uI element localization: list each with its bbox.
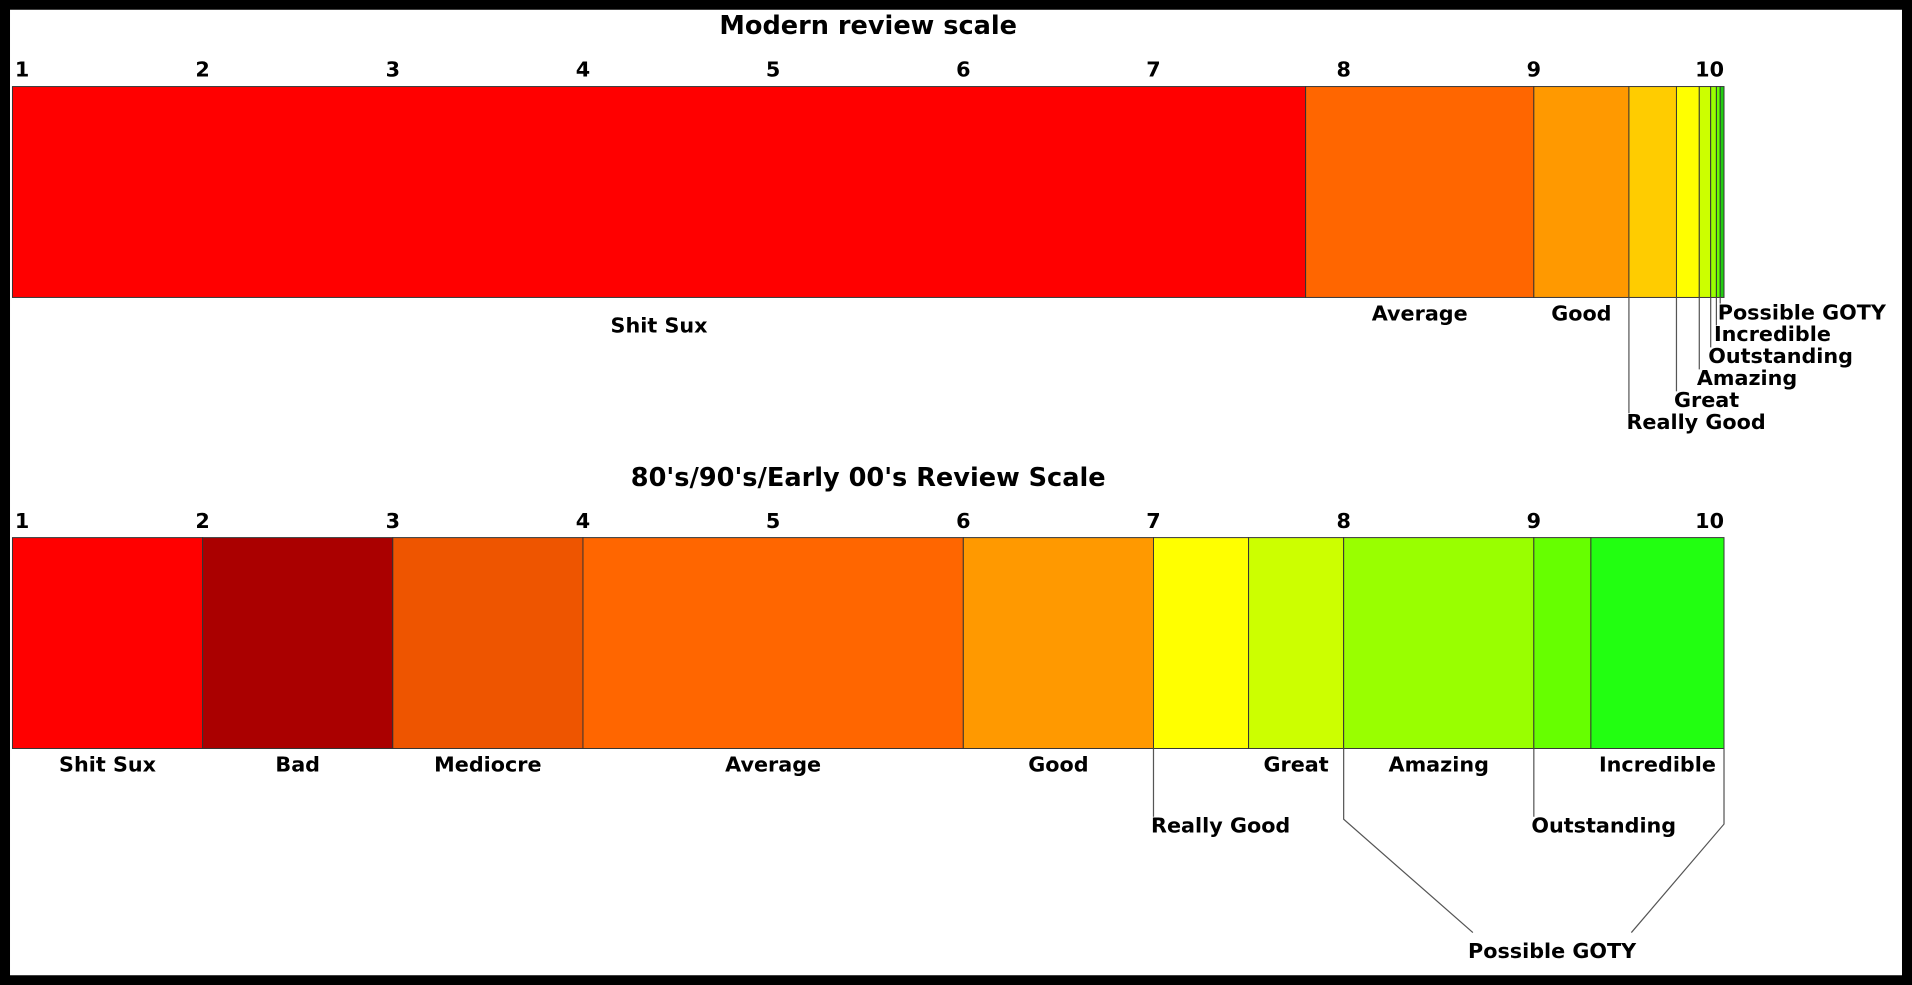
segment (1305, 86, 1535, 298)
segment-label: Amazing (1389, 753, 1489, 777)
x-tick-label: 9 (1527, 509, 1541, 533)
segment-label: Possible GOTY (1718, 300, 1887, 324)
x-tick-label: 6 (956, 509, 970, 533)
segment (1590, 537, 1725, 749)
segment (202, 537, 394, 749)
segment-label: Average (1372, 302, 1468, 326)
annotation: Possible GOTY (1468, 939, 1637, 963)
x-tick-label: 4 (576, 509, 590, 533)
chart-title: Modern review scale (719, 11, 1017, 41)
bracket (1630, 748, 1725, 933)
segment-label: Incredible (1714, 322, 1831, 346)
segment-label: Outstanding (1531, 814, 1676, 838)
segment-label: Shit Sux (611, 314, 709, 338)
x-tick-label: 5 (766, 58, 780, 82)
segment (1153, 537, 1250, 749)
segment-label: Mediocre (434, 753, 541, 777)
segment (1675, 86, 1700, 298)
segment-label: Shit Sux (59, 753, 157, 777)
segment (392, 537, 584, 749)
x-tick-label: 9 (1527, 58, 1541, 82)
chart-title: 80's/90's/Early 00's Review Scale (631, 463, 1106, 493)
segment (1698, 86, 1712, 298)
segment (1533, 86, 1630, 298)
segment-label: Great (1674, 388, 1739, 412)
segment-label: Incredible (1599, 753, 1716, 777)
x-tick-label: 8 (1336, 509, 1350, 533)
x-tick-label: 10 (1695, 509, 1724, 533)
x-tick-label: 3 (386, 58, 400, 82)
segment (1719, 86, 1725, 298)
bracket (1343, 748, 1474, 934)
segment-label: Average (725, 753, 821, 777)
segment-label: Really Good (1151, 814, 1290, 838)
segment (1710, 86, 1717, 298)
x-tick-label: 10 (1695, 58, 1724, 82)
x-tick-label: 1 (15, 58, 29, 82)
x-tick-label: 7 (1146, 58, 1160, 82)
x-tick-label: 3 (386, 509, 400, 533)
segment-label: Great (1264, 753, 1329, 777)
segment (1533, 537, 1592, 749)
segment (1248, 537, 1345, 749)
segment-label: Amazing (1697, 366, 1797, 390)
segment-label: Really Good (1626, 410, 1765, 434)
x-tick-label: 8 (1336, 58, 1350, 82)
x-tick-label: 2 (195, 58, 209, 82)
segment-label: Good (1551, 302, 1611, 326)
x-tick-label: 7 (1146, 509, 1160, 533)
segment (582, 537, 964, 749)
x-tick-label: 2 (195, 509, 209, 533)
segment-label: Good (1028, 753, 1088, 777)
segment-label: Outstanding (1708, 344, 1853, 368)
x-tick-label: 6 (956, 58, 970, 82)
x-tick-label: 4 (576, 58, 590, 82)
segment-label: Bad (275, 753, 320, 777)
segment (1628, 86, 1677, 298)
segment (11, 537, 204, 749)
segment (1715, 86, 1721, 298)
segment (1343, 537, 1535, 749)
x-tick-label: 5 (766, 509, 780, 533)
x-tick-label: 1 (15, 509, 29, 533)
segment (962, 537, 1154, 749)
segment (11, 86, 1307, 298)
